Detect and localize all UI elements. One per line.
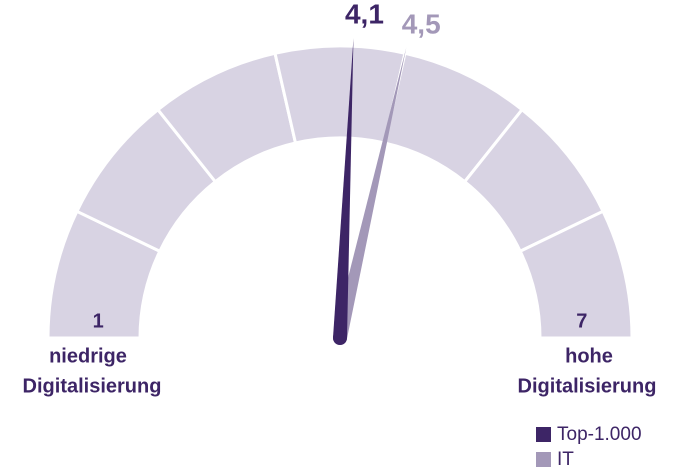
- value-label: 4,5: [402, 8, 441, 39]
- needle-body: [333, 38, 354, 339]
- legend-label: IT: [557, 449, 574, 470]
- gauge-segment: [518, 209, 634, 340]
- gauge-band: [46, 44, 634, 340]
- legend-swatch: [536, 427, 551, 442]
- gauge-segment: [273, 44, 407, 145]
- needles: [333, 38, 407, 345]
- max-label: hohe: [565, 345, 613, 367]
- needle-hub: [333, 331, 347, 345]
- min-label: Digitalisierung: [23, 375, 162, 397]
- needle-body: [333, 47, 407, 340]
- tick-label: 7: [576, 310, 587, 332]
- needle: [333, 38, 354, 345]
- value-label: 4,1: [345, 0, 384, 30]
- legend-swatch: [536, 452, 551, 467]
- min-label: niedrige: [49, 345, 127, 367]
- tick-label: 1: [93, 310, 104, 332]
- legend-label: Top-1.000: [557, 424, 642, 445]
- max-label: Digitalisierung: [518, 375, 657, 397]
